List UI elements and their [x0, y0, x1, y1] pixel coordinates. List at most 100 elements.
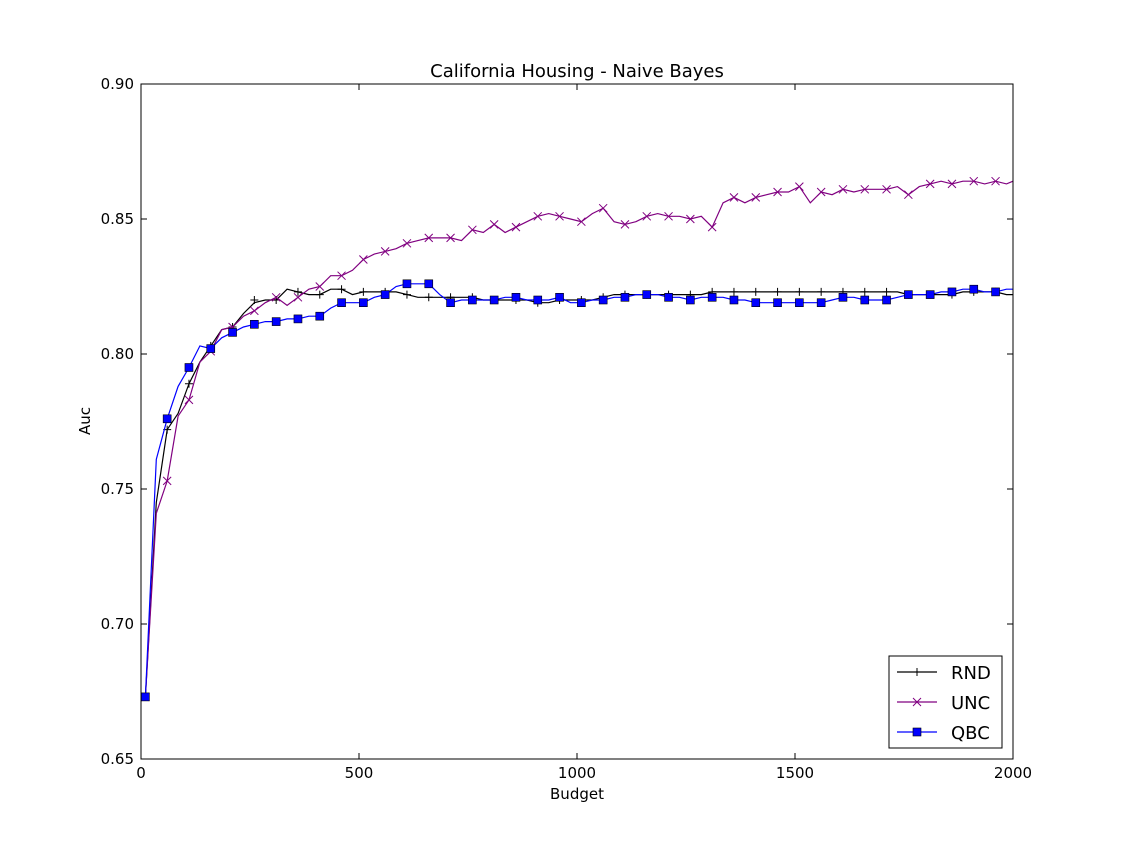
- marker-unc: [489, 220, 499, 229]
- marker-qbc: [991, 287, 1000, 297]
- marker-unc: [729, 193, 739, 202]
- marker-unc: [991, 176, 1000, 186]
- legend-label-qbc: QBC: [951, 723, 990, 744]
- marker-rnd: [315, 290, 324, 299]
- legend-marker-qbc: [912, 727, 922, 737]
- marker-unc: [533, 211, 543, 221]
- marker-unc: [598, 203, 608, 213]
- legend-item-qbc: QBC: [897, 723, 990, 744]
- series-qbc: [141, 279, 1013, 702]
- x-tick-label: 1500: [776, 764, 814, 782]
- marker-unc: [555, 211, 564, 221]
- marker-unc: [468, 225, 477, 235]
- marker-qbc: [359, 298, 368, 308]
- marker-qbc: [795, 298, 804, 308]
- marker-unc: [686, 214, 695, 224]
- marker-qbc: [228, 328, 237, 337]
- marker-qbc: [707, 292, 717, 302]
- marker-rnd: [729, 287, 738, 296]
- x-tick-label: 0: [136, 764, 146, 782]
- marker-unc: [620, 220, 630, 229]
- marker-qbc: [250, 319, 259, 329]
- marker-rnd: [817, 287, 826, 296]
- series-layer: [141, 176, 1014, 702]
- y-tick-label: 0.65: [101, 750, 134, 768]
- marker-qbc: [620, 292, 630, 302]
- marker-qbc: [184, 363, 194, 372]
- marker-qbc: [446, 298, 455, 308]
- marker-unc: [642, 211, 652, 221]
- marker-qbc: [293, 314, 303, 324]
- marker-qbc: [468, 295, 477, 305]
- x-tick-label: 1000: [558, 764, 596, 782]
- marker-qbc: [969, 284, 979, 294]
- marker-unc: [359, 255, 368, 264]
- marker-unc: [337, 271, 346, 281]
- marker-qbc: [162, 414, 172, 424]
- marker-qbc: [751, 298, 761, 308]
- marker-unc: [424, 233, 434, 243]
- marker-qbc: [555, 292, 564, 302]
- series-unc: [141, 176, 1014, 702]
- marker-qbc: [686, 295, 695, 305]
- legend-marker-unc: [912, 697, 922, 707]
- marker-rnd: [751, 287, 760, 296]
- marker-unc: [293, 292, 303, 302]
- marker-unc: [751, 193, 761, 202]
- marker-qbc: [904, 290, 913, 299]
- y-tick-label: 0.70: [101, 615, 134, 633]
- marker-qbc: [511, 292, 521, 302]
- marker-unc: [446, 233, 455, 243]
- marker-rnd: [337, 285, 346, 294]
- marker-qbc: [838, 292, 848, 302]
- y-axis-title: Auc: [76, 407, 94, 435]
- marker-rnd: [882, 287, 891, 296]
- legend-marker-rnd: [913, 668, 921, 676]
- chart-title: California Housing - Naive Bayes: [430, 61, 724, 82]
- marker-unc: [925, 179, 935, 189]
- marker-rnd: [860, 287, 869, 296]
- marker-qbc: [947, 287, 957, 297]
- marker-rnd: [184, 379, 193, 388]
- marker-unc: [271, 292, 281, 302]
- marker-qbc: [315, 311, 325, 321]
- y-tick-label: 0.75: [101, 480, 134, 498]
- marker-unc: [707, 222, 717, 232]
- marker-qbc: [816, 298, 826, 308]
- marker-qbc: [860, 295, 870, 305]
- marker-qbc: [533, 295, 543, 305]
- marker-qbc: [925, 290, 935, 299]
- marker-rnd: [359, 287, 368, 296]
- marker-qbc: [402, 279, 412, 289]
- y-tick-label: 0.80: [101, 345, 134, 363]
- marker-qbc: [271, 317, 281, 326]
- marker-rnd: [293, 287, 302, 296]
- marker-unc: [882, 184, 891, 194]
- y-tick-label: 0.85: [101, 210, 134, 228]
- marker-unc: [380, 247, 390, 256]
- marker-unc: [315, 282, 325, 291]
- marker-qbc: [577, 298, 586, 308]
- marker-unc: [969, 176, 979, 186]
- marker-qbc: [206, 344, 216, 353]
- marker-unc: [162, 476, 172, 486]
- marker-unc: [773, 187, 782, 197]
- y-tick-label: 0.90: [101, 75, 134, 93]
- marker-unc: [838, 184, 848, 194]
- marker-unc: [250, 306, 259, 316]
- x-axis-title: Budget: [550, 785, 604, 803]
- legend: RND UNC QBC: [888, 655, 1003, 749]
- x-tick-label: 2000: [994, 764, 1032, 782]
- marker-qbc: [489, 295, 499, 305]
- marker-unc: [816, 187, 826, 197]
- legend-item-rnd: RND: [897, 663, 991, 684]
- marker-unc: [947, 179, 957, 189]
- ticks-layer: 0 500 1000 1500 2000 0.65 0.70 0.75 0.80 0.85 0.90: [101, 75, 1033, 782]
- legend-label-rnd: RND: [951, 663, 991, 684]
- marker-rnd: [250, 296, 259, 304]
- marker-unc: [860, 184, 870, 194]
- marker-unc: [184, 395, 194, 405]
- marker-qbc: [664, 292, 673, 302]
- marker-qbc: [598, 295, 608, 305]
- legend-item-unc: UNC: [897, 693, 990, 714]
